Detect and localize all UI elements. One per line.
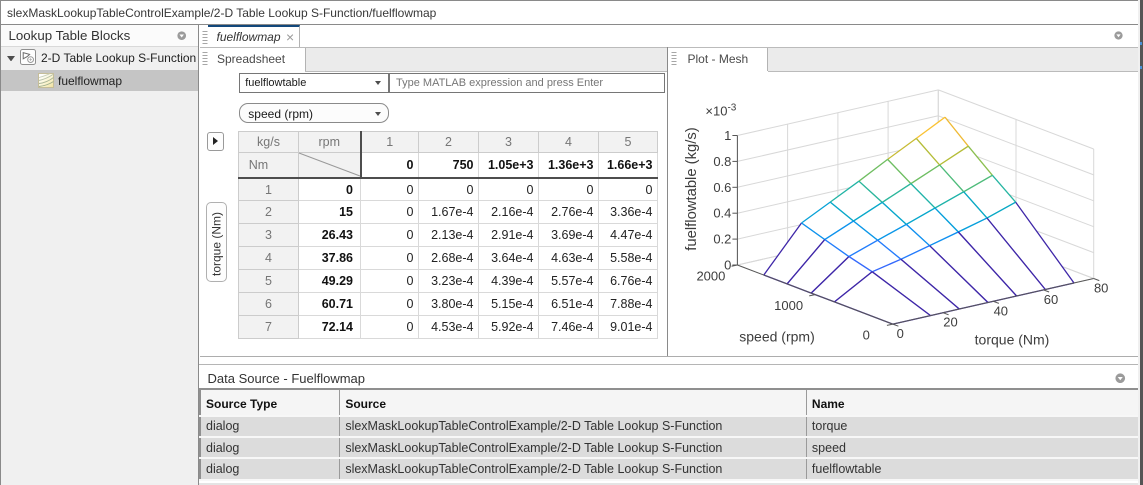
svg-text:0: 0 — [863, 327, 870, 342]
svg-text:×10-3: ×10-3 — [705, 103, 736, 119]
svg-text:80: 80 — [1094, 281, 1108, 296]
svg-text:0.2: 0.2 — [713, 232, 731, 247]
svg-text:2000: 2000 — [696, 268, 725, 283]
svg-text:speed (rpm): speed (rpm) — [739, 329, 814, 345]
svg-text:60: 60 — [1044, 292, 1058, 307]
svg-text:torque (Nm): torque (Nm) — [975, 332, 1050, 348]
svg-text:0.8: 0.8 — [713, 154, 731, 169]
svg-text:40: 40 — [994, 303, 1008, 318]
svg-text:0: 0 — [897, 326, 904, 341]
svg-text:0: 0 — [724, 258, 731, 273]
svg-text:0.4: 0.4 — [713, 206, 731, 221]
svg-text:1: 1 — [724, 128, 731, 143]
svg-text:fuelflowtable (kg/s): fuelflowtable (kg/s) — [684, 127, 700, 250]
svg-text:20: 20 — [943, 315, 957, 330]
svg-text:1000: 1000 — [774, 298, 803, 313]
svg-text:0.6: 0.6 — [713, 180, 731, 195]
